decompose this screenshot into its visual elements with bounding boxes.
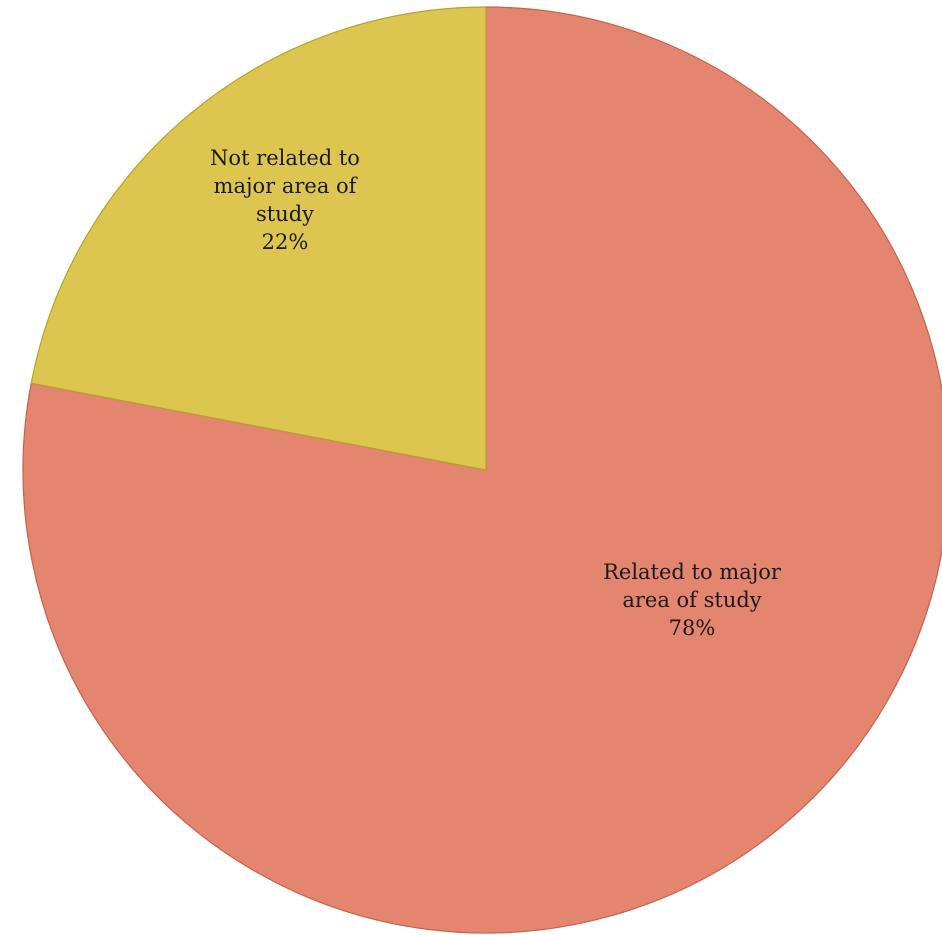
pie-slices [22,6,942,934]
pie-slice [22,6,942,934]
slice-label-line: major area of [214,174,359,198]
slice-label: Not related to major area of study 22% [210,146,360,254]
slice-label: Related to major area of study 78% [603,560,782,640]
slice-percent-label: 78% [669,616,716,640]
slice-percent-label: 22% [262,230,309,254]
slice-label-line: area of study [622,588,761,612]
slice-label-line: study [256,202,314,226]
pie-slice [30,6,487,471]
slice-label-line: Not related to [210,146,360,170]
pie-labels: Related to major area of study 78% Not rela… [210,146,782,640]
slice-label-line: Related to major [603,560,782,584]
